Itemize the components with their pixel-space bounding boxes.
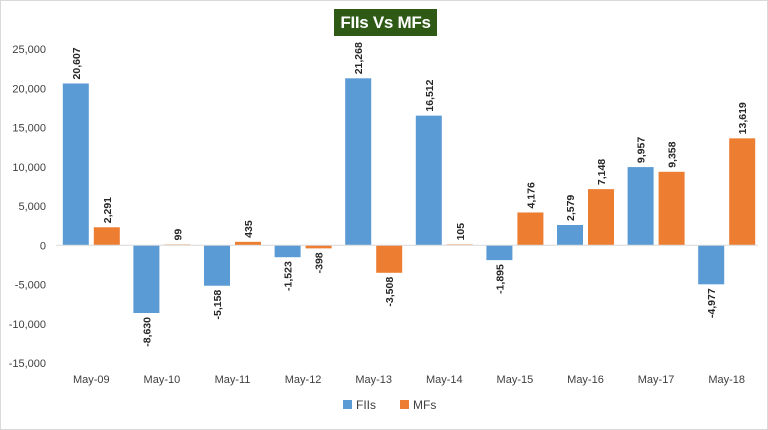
bar-fiis	[345, 78, 372, 246]
x-tick-label: May-13	[355, 374, 392, 386]
data-label-mfs: 2,291	[102, 197, 114, 223]
data-label-mfs: -3,508	[384, 277, 396, 307]
legend-swatch-fiis	[343, 400, 352, 409]
bar-fiis	[698, 245, 725, 285]
chart-title-box: FIIs Vs MFs	[334, 9, 437, 36]
x-tick-label: May-16	[567, 374, 604, 386]
bar-mfs	[517, 212, 544, 246]
data-label-fiis: 9,957	[636, 137, 648, 163]
bar-mfs	[729, 138, 756, 246]
bar-fiis	[486, 245, 513, 261]
x-tick-label: May-18	[708, 374, 745, 386]
x-tick-label: May-15	[497, 374, 534, 386]
data-label-fiis: -1,523	[283, 261, 295, 291]
y-tick-label: 25,000	[12, 44, 46, 56]
legend-swatch-mfs	[400, 400, 409, 409]
bar-fiis	[557, 225, 583, 246]
data-label-mfs: 99	[172, 229, 184, 241]
data-label-fiis: -5,158	[212, 290, 224, 320]
x-tick-label: May-14	[426, 374, 463, 386]
bar-mfs	[93, 227, 120, 246]
x-axis: May-09 May-10 May-11 May-12 May-13 May-14 May-…	[73, 374, 745, 386]
bar-mfs	[305, 245, 332, 249]
y-axis: 25,000 20,000 15,000 10,000 5,000 0 -5,000 -10,…	[9, 44, 46, 370]
data-label-mfs: 4,176	[525, 182, 537, 208]
bars	[62, 78, 756, 313]
data-label-mfs: 435	[243, 220, 255, 238]
data-label-mfs: 7,148	[596, 159, 608, 185]
bar-fiis	[415, 115, 442, 246]
data-label-fiis: -1,895	[494, 264, 506, 294]
x-tick-label: May-10	[144, 374, 181, 386]
y-tick-label: -15,000	[9, 358, 46, 370]
data-label-fiis: 20,607	[71, 47, 83, 79]
chart-title: FIIs Vs MFs	[340, 12, 431, 32]
y-tick-label: -10,000	[9, 319, 46, 331]
data-label-fiis: -8,630	[141, 317, 153, 347]
x-tick-label: May-09	[73, 374, 110, 386]
bar-fiis	[133, 245, 160, 313]
data-label-fiis: -4,977	[706, 288, 718, 318]
legend: FIIs MFs	[343, 398, 436, 412]
bar-mfs	[658, 171, 685, 246]
data-label-mfs: 9,358	[667, 141, 679, 167]
y-tick-label: 0	[40, 240, 46, 252]
data-label-fiis: 16,512	[424, 79, 436, 111]
y-tick-label: 15,000	[12, 123, 46, 135]
y-tick-label: 5,000	[18, 201, 46, 213]
data-label-fiis: 21,268	[353, 42, 365, 74]
bar-mfs	[588, 189, 614, 246]
data-label-mfs: -398	[314, 252, 326, 273]
legend-label-fiis: FIIs	[356, 398, 376, 412]
data-label-fiis: 2,579	[565, 195, 577, 221]
bar-fiis	[62, 83, 89, 246]
bar-fiis	[274, 245, 301, 258]
data-label-mfs: 13,619	[737, 102, 749, 134]
legend-label-mfs: MFs	[413, 398, 436, 412]
y-tick-label: 20,000	[12, 83, 46, 95]
bar-fiis	[627, 167, 654, 246]
bar-fiis	[204, 245, 230, 286]
data-labels: 20,607 -8,630 -5,158 -1,523 21,268 16,512 -1,8…	[71, 42, 749, 347]
y-tick-label: -5,000	[15, 280, 46, 292]
bar-mfs	[235, 241, 261, 246]
x-tick-label: May-11	[215, 374, 251, 386]
x-tick-label: May-12	[285, 374, 322, 386]
y-tick-label: 10,000	[12, 162, 46, 174]
data-label-mfs: 105	[455, 223, 467, 241]
bar-mfs	[376, 245, 403, 273]
x-tick-label: May-17	[638, 374, 675, 386]
